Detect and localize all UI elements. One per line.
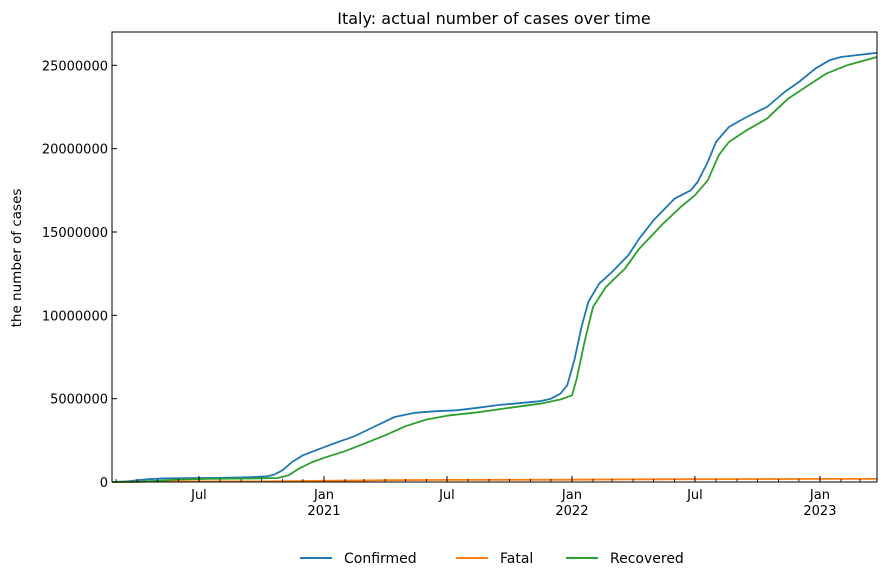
y-tick-label: 10000000 xyxy=(42,309,108,324)
plot-area xyxy=(111,51,878,483)
x-tick-label: Jan xyxy=(313,488,334,503)
legend-label-fatal: Fatal xyxy=(500,551,533,567)
chart-title: Italy: actual number of cases over time xyxy=(337,9,651,28)
series-line-recovered xyxy=(111,56,878,483)
y-axis-label: the number of cases xyxy=(9,189,25,328)
legend: Confirmed Fatal Recovered xyxy=(300,551,684,567)
y-tick-label: 20000000 xyxy=(42,143,108,158)
x-tick-year-label: 2023 xyxy=(803,504,836,519)
x-tick-label: Jul xyxy=(438,488,455,503)
x-tick-label: Jan xyxy=(561,488,582,503)
x-tick-label: Jul xyxy=(686,488,703,503)
y-tick-label: 5000000 xyxy=(50,393,108,408)
x-tick-label: Jul xyxy=(190,488,207,503)
legend-label-confirmed: Confirmed xyxy=(344,551,417,567)
series-line-confirmed xyxy=(111,51,878,483)
y-tick-label: 15000000 xyxy=(42,226,108,241)
x-tick-year-label: 2022 xyxy=(555,504,588,519)
legend-label-recovered: Recovered xyxy=(610,551,684,567)
plot-frame xyxy=(111,31,878,483)
y-tick-label: 0 xyxy=(100,476,108,491)
x-tick-year-label: 2021 xyxy=(307,504,340,519)
y-tick-label: 25000000 xyxy=(42,59,108,74)
x-tick-label: Jan xyxy=(809,488,830,503)
